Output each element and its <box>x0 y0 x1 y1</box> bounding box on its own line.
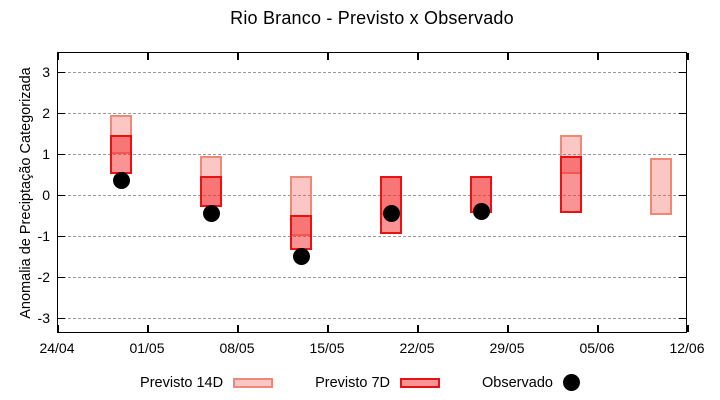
gridline <box>58 194 686 196</box>
x-tick-mark <box>147 325 149 332</box>
y-tick-label: -3 <box>37 309 50 326</box>
chart-title: Rio Branco - Previsto x Observado <box>230 8 514 28</box>
legend-item-previsto-7d: Previsto 7D <box>315 374 441 391</box>
y-tick-label: 2 <box>42 104 50 121</box>
x-tick-mark <box>597 325 599 332</box>
forecast-7d-bar <box>560 155 583 214</box>
observed-dot <box>292 247 310 265</box>
y-tick-mark <box>679 112 686 115</box>
x-tick-mark <box>687 53 689 60</box>
x-tick-mark <box>237 53 239 60</box>
previsto-7d-swatch-icon <box>400 377 441 388</box>
observado-dot-icon <box>562 374 580 391</box>
y-tick-label: -1 <box>37 227 50 244</box>
x-tick-mark <box>327 53 329 60</box>
y-tick-mark <box>58 276 65 279</box>
y-tick-label: 1 <box>42 145 50 162</box>
forecast-7d-bar <box>200 176 223 207</box>
x-tick-mark <box>147 53 149 60</box>
gridline <box>58 276 686 278</box>
observed-dot <box>202 204 220 222</box>
y-tick-mark <box>58 153 65 156</box>
y-tick-mark <box>58 317 65 320</box>
x-tick-label: 12/06 <box>669 340 705 356</box>
y-tick-mark <box>58 235 65 238</box>
previsto-14d-swatch-icon <box>233 377 274 388</box>
x-tick-label: 24/04 <box>39 340 75 356</box>
x-tick-mark <box>57 53 59 60</box>
x-tick-label: 01/05 <box>129 340 165 356</box>
gridline <box>58 112 686 114</box>
x-tick-label: 05/06 <box>579 340 615 356</box>
y-tick-mark <box>679 71 686 74</box>
gridline <box>58 317 686 319</box>
y-tick-mark <box>679 317 686 320</box>
observed-dot <box>112 171 130 189</box>
observed-dot <box>382 204 400 222</box>
x-tick-label: 22/05 <box>399 340 435 356</box>
x-tick-mark <box>417 325 419 332</box>
y-tick-mark <box>679 153 686 156</box>
y-tick-mark <box>58 71 65 74</box>
y-tick-label: 0 <box>42 186 50 203</box>
y-tick-mark <box>58 194 65 197</box>
legend-label-previsto-14d: Previsto 14D <box>140 374 224 391</box>
y-tick-label: -2 <box>37 268 50 285</box>
y-tick-mark <box>679 194 686 197</box>
forecast-7d-bar <box>110 135 133 175</box>
x-tick-mark <box>597 53 599 60</box>
x-tick-mark <box>237 325 239 332</box>
x-tick-mark <box>417 53 419 60</box>
x-tick-mark <box>507 53 509 60</box>
gridline <box>58 235 686 237</box>
forecast-14d-bar <box>650 157 673 216</box>
legend-item-observado: Observado <box>482 374 580 391</box>
y-tick-mark <box>679 276 686 279</box>
y-tick-mark <box>58 112 65 115</box>
legend-label-previsto-7d: Previsto 7D <box>315 374 391 391</box>
legend: Previsto 14D Previsto 7D Observado <box>0 374 720 391</box>
x-tick-mark <box>57 325 59 332</box>
legend-label-observado: Observado <box>482 374 553 391</box>
gridline <box>58 153 686 155</box>
x-tick-label: 29/05 <box>489 340 525 356</box>
plot-area <box>57 52 689 333</box>
x-tick-mark <box>507 325 509 332</box>
legend-item-previsto-14d: Previsto 14D <box>140 374 274 391</box>
forecast-7d-bar <box>290 215 313 251</box>
y-tick-label: 3 <box>42 63 50 80</box>
y-tick-mark <box>679 235 686 238</box>
x-tick-mark <box>327 325 329 332</box>
gridline <box>58 71 686 73</box>
observed-dot <box>472 202 490 220</box>
x-tick-label: 08/05 <box>219 340 255 356</box>
x-tick-label: 15/05 <box>309 340 345 356</box>
x-tick-mark <box>687 325 689 332</box>
